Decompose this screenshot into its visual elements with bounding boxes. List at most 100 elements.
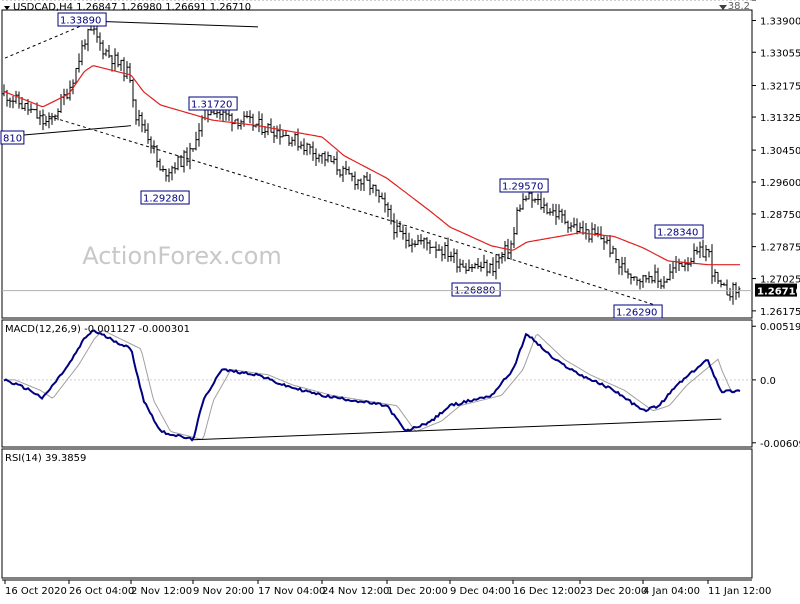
ohlc-bar — [647, 271, 651, 284]
ohlc-bar — [41, 109, 45, 131]
ohlc-bar — [587, 229, 591, 243]
ohlc-bar — [464, 263, 468, 274]
dashed-trendline — [4, 20, 94, 59]
level-label-box: 1.28340 — [654, 224, 704, 239]
ohlc-bar — [650, 275, 654, 284]
solid-trendline — [4, 125, 132, 138]
ohlc-bar — [422, 237, 426, 249]
macd-trendline — [192, 418, 722, 441]
ohlc-bar — [194, 131, 198, 151]
watermark: ActionForex.com — [82, 242, 282, 270]
macd-axis: 0.005195 0.0 -0.006093 — [752, 322, 800, 450]
ohlc-bar — [122, 57, 126, 82]
ohlc-bar — [602, 235, 606, 250]
price-tick-label: 1.27025 — [760, 275, 800, 286]
ohlc-bar — [383, 192, 387, 213]
ohlc-bar — [695, 246, 699, 255]
ohlc-bar — [332, 155, 336, 165]
ohlc-bar — [575, 218, 579, 235]
price-tick-label: 1.33055 — [760, 48, 800, 59]
ohlc-bar — [554, 203, 558, 225]
time-tick-label: 24 Nov 12:00 — [322, 586, 389, 597]
ohlc-bar — [638, 278, 642, 290]
ohlc-bar — [653, 264, 657, 284]
price-axis: 1.33900 1.33055 1.32175 1.31325 1.30450 1.296… — [752, 17, 800, 318]
ohlc-bar — [338, 169, 342, 178]
ohlc-bar — [8, 97, 12, 108]
ohlc-bar — [641, 274, 645, 288]
ohlc-bar — [566, 220, 570, 233]
ohlc-bar — [452, 248, 456, 263]
ohlc-bar — [443, 242, 447, 259]
ohlc-bar — [545, 202, 549, 215]
ohlc-bar — [11, 96, 15, 109]
macd-line — [3, 329, 741, 442]
level-label-text: 810 — [3, 134, 22, 145]
ohlc-bar — [197, 123, 201, 147]
ohlc-bar — [56, 108, 60, 121]
ohlc-bar — [485, 259, 489, 277]
level-label-frame — [57, 12, 107, 27]
rsi-tick-label: 0 — [760, 0, 766, 3]
price-tick-label: 1.28750 — [760, 210, 800, 221]
ohlc-bar — [515, 207, 519, 235]
ohlc-bar — [683, 259, 687, 272]
ohlc-bar — [665, 278, 669, 283]
ohlc-bar — [110, 55, 114, 72]
ohlc-bar — [404, 227, 408, 249]
level-label-frame — [0, 130, 25, 145]
ohlc-bar — [287, 134, 291, 146]
ohlc-bar — [716, 271, 720, 284]
ohlc-bar — [449, 251, 453, 262]
ohlc-bar — [278, 124, 282, 145]
time-tick-label: 1 Dec 20:00 — [387, 586, 448, 597]
level-label-box: 1.29570 — [499, 178, 549, 193]
ohlc-bar — [413, 240, 417, 248]
ohlc-bar — [374, 184, 378, 197]
time-tick-label: 11 Jan 12:00 — [708, 586, 771, 597]
ohlc-bar — [470, 264, 474, 273]
macd-panel-title: MACD(12,26,9) -0.001127 -0.000301 — [5, 324, 190, 335]
ohlc-bar — [668, 263, 672, 281]
ohlc-bar — [275, 125, 279, 139]
ohlc-bar — [119, 59, 123, 72]
ohlc-bar — [410, 238, 414, 253]
time-tick-label: 16 Oct 2020 — [5, 586, 67, 597]
ohlc-bar — [362, 175, 366, 191]
ohlc-bar — [182, 150, 186, 173]
ohlc-bar — [161, 165, 165, 172]
ohlc-bar — [461, 259, 465, 268]
symbol-menu-icon — [4, 6, 10, 10]
ohlc-bar — [77, 53, 81, 73]
ohlc-bar — [467, 259, 471, 272]
ohlc-bar — [365, 171, 369, 181]
ohlc-bar — [299, 141, 303, 150]
ohlc-bar — [83, 39, 87, 50]
level-label-frame — [140, 190, 190, 205]
ohlc-bar — [518, 204, 522, 212]
price-tick-label: 1.27875 — [760, 243, 800, 254]
ohlc-bar — [329, 155, 333, 163]
ohlc-bar — [428, 239, 432, 254]
ohlc-bar — [221, 108, 225, 123]
time-tick-label: 16 Dec 12:00 — [513, 586, 580, 597]
ohlc-bar — [611, 245, 615, 254]
macd-signal-line — [4, 330, 740, 441]
dropdown-arrow-icon[interactable] — [719, 5, 727, 10]
ohlc-bar — [728, 287, 732, 301]
ohlc-bar — [341, 165, 345, 182]
ohlc-bar — [38, 110, 42, 126]
level-label-text: 1.33890 — [60, 16, 101, 27]
ohlc-bar — [155, 144, 159, 168]
ohlc-bar — [458, 258, 462, 273]
ohlc-bar — [314, 148, 318, 167]
time-tick-label: 9 Nov 20:00 — [193, 586, 254, 597]
time-tick-label: 9 Dec 04:00 — [450, 586, 511, 597]
ohlc-bar — [389, 204, 393, 225]
time-tick-label: 17 Nov 04:00 — [258, 586, 325, 597]
ohlc-bar — [47, 112, 51, 129]
ohlc-bar — [419, 234, 423, 245]
ohlc-bar — [218, 110, 222, 120]
ohlc-bar — [326, 151, 330, 163]
